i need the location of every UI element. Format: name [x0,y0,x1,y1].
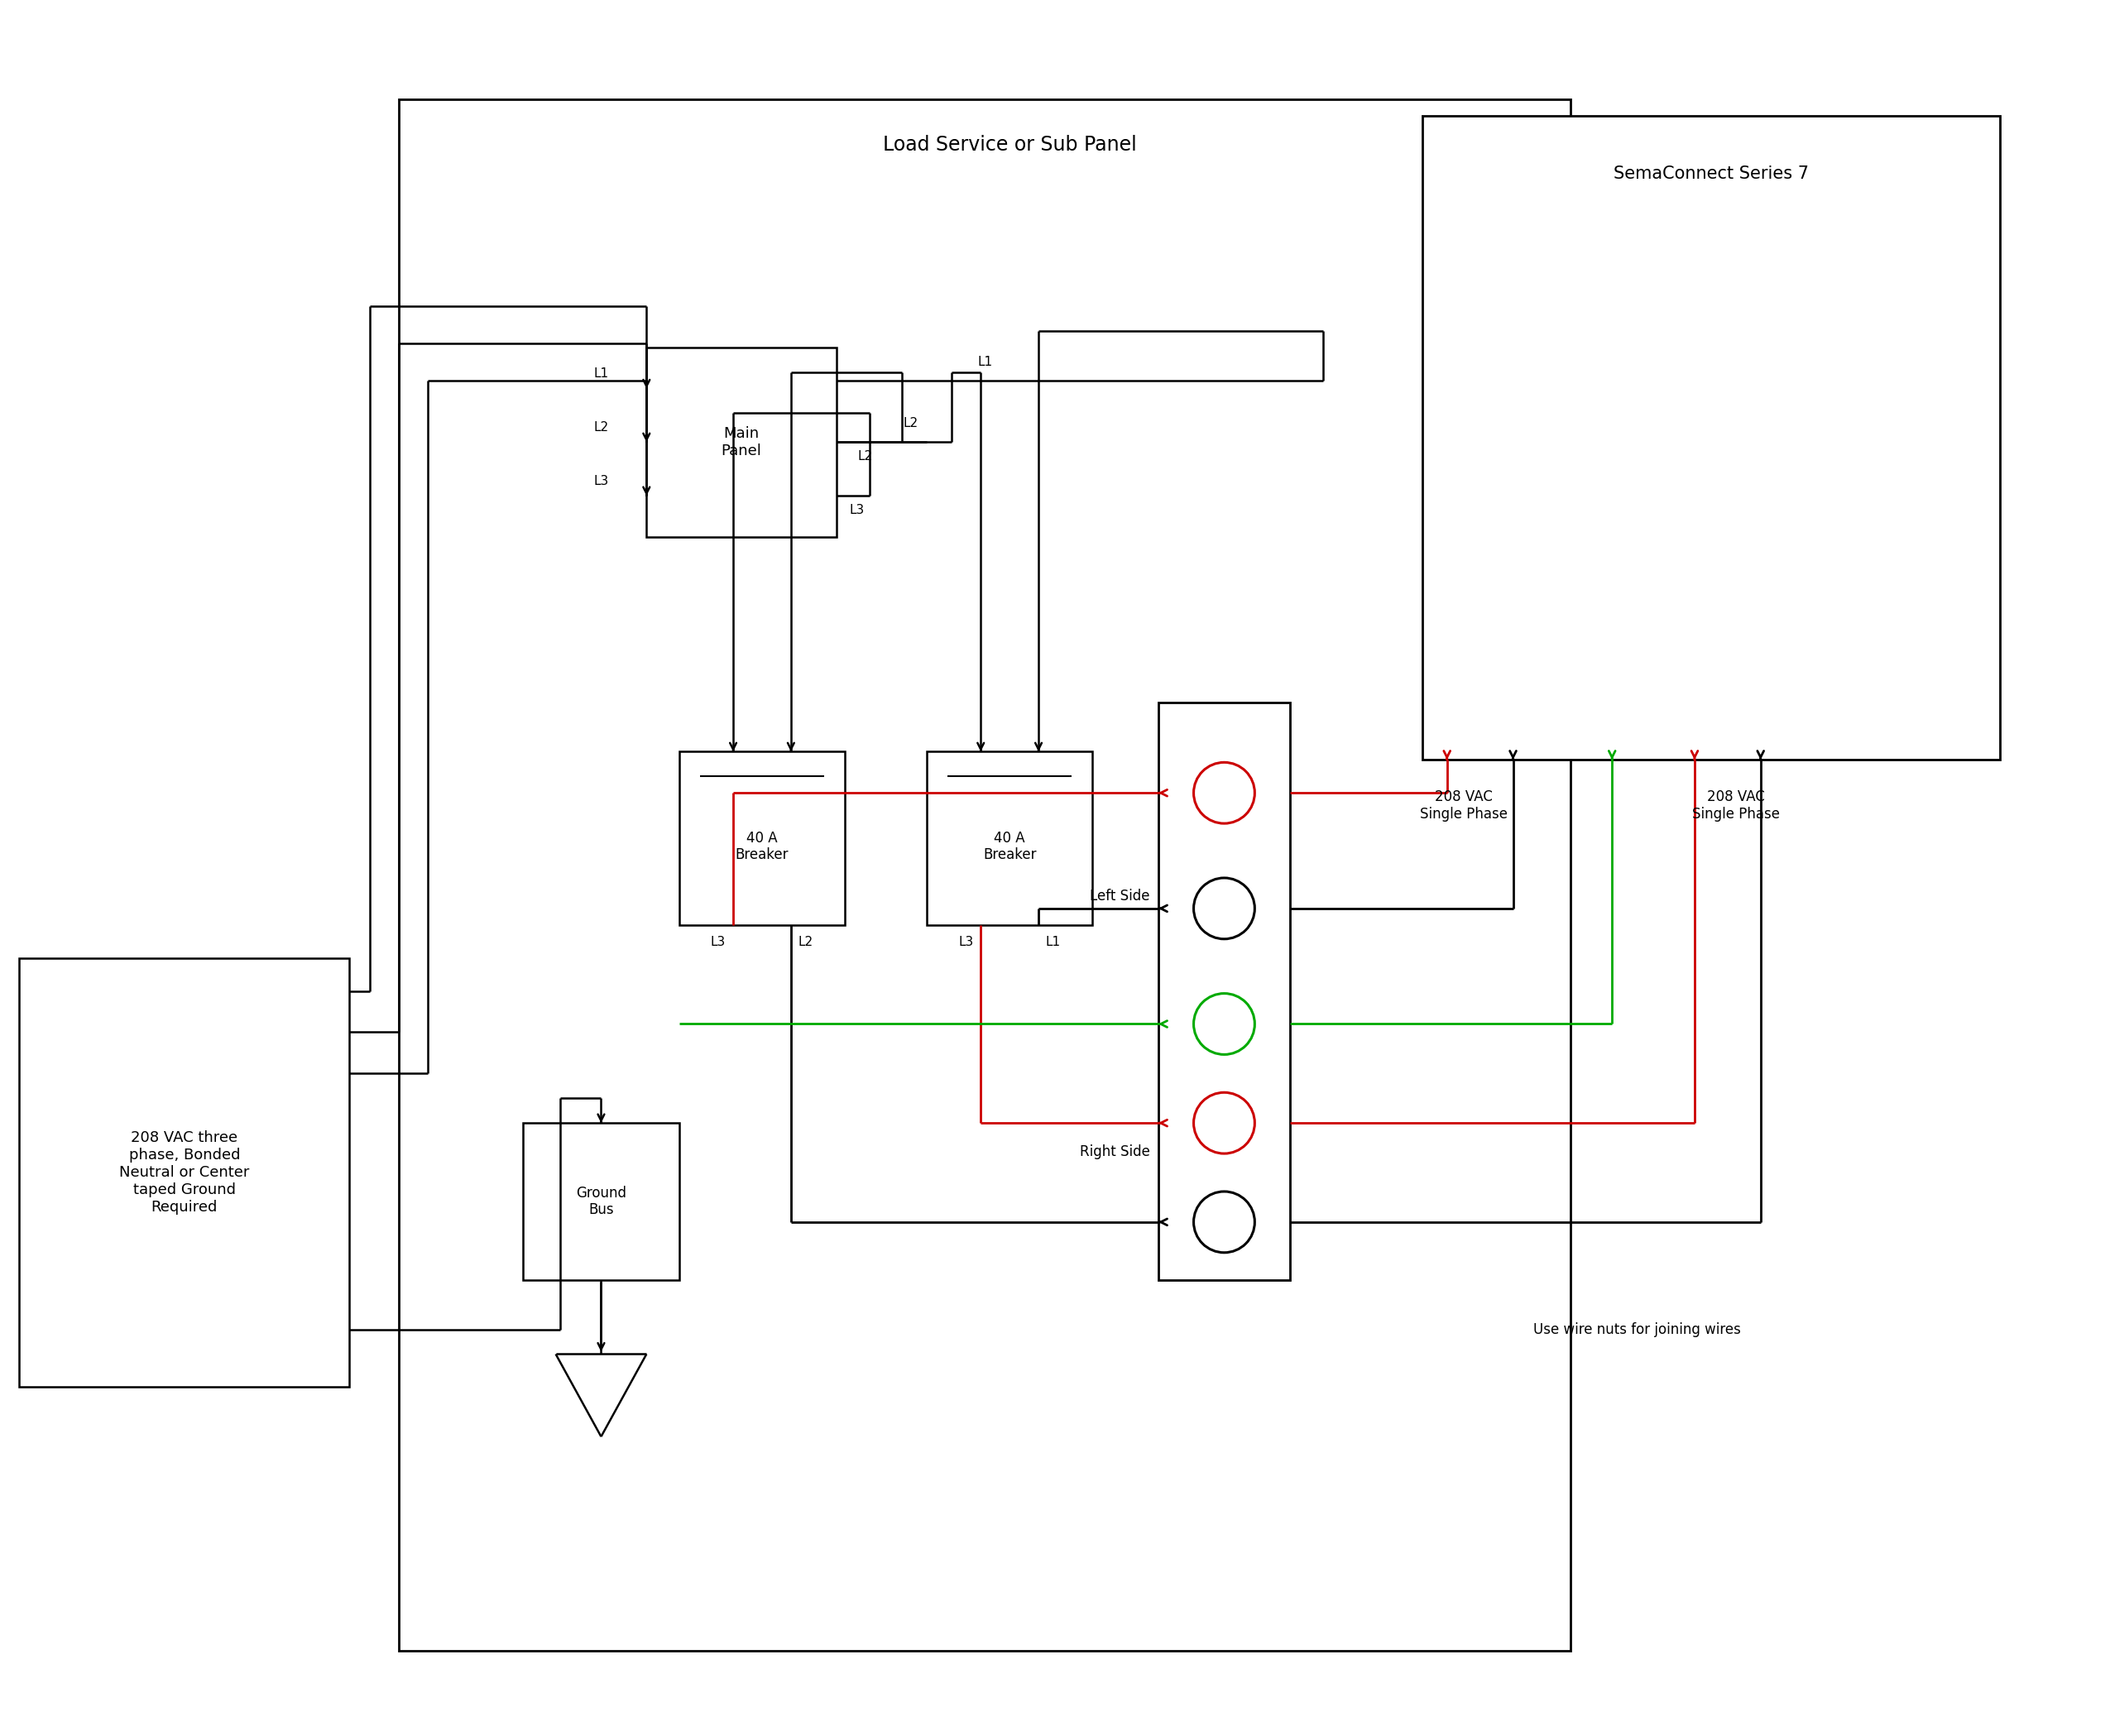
Text: L1: L1 [1047,936,1061,948]
Text: L1: L1 [977,356,992,368]
Text: Ground
Bus: Ground Bus [576,1186,627,1217]
Text: L2: L2 [798,936,812,948]
Text: Use wire nuts for joining wires: Use wire nuts for joining wires [1534,1321,1741,1337]
Text: L3: L3 [850,503,865,516]
FancyBboxPatch shape [679,752,844,925]
Text: 208 VAC three
phase, Bonded
Neutral or Center
taped Ground
Required: 208 VAC three phase, Bonded Neutral or C… [120,1130,249,1215]
Text: L1: L1 [593,368,608,380]
Text: Left Side: Left Side [1091,889,1150,903]
Text: Main
Panel: Main Panel [722,425,762,458]
Text: L3: L3 [711,936,726,948]
Text: L2: L2 [593,422,608,434]
Text: L3: L3 [958,936,973,948]
Text: L3: L3 [593,474,608,488]
Text: 40 A
Breaker: 40 A Breaker [736,830,789,863]
FancyBboxPatch shape [19,958,350,1387]
Text: L2: L2 [903,417,918,431]
Text: Right Side: Right Side [1080,1144,1150,1160]
FancyBboxPatch shape [1422,116,2000,760]
FancyBboxPatch shape [1158,701,1289,1279]
FancyBboxPatch shape [646,347,836,536]
FancyBboxPatch shape [926,752,1093,925]
Text: Load Service or Sub Panel: Load Service or Sub Panel [882,135,1137,155]
Text: 208 VAC
Single Phase: 208 VAC Single Phase [1420,790,1507,821]
Text: L2: L2 [857,450,874,464]
FancyBboxPatch shape [523,1123,679,1279]
Text: 208 VAC
Single Phase: 208 VAC Single Phase [1692,790,1779,821]
Text: 40 A
Breaker: 40 A Breaker [983,830,1036,863]
Text: SemaConnect Series 7: SemaConnect Series 7 [1614,165,1808,182]
FancyBboxPatch shape [399,99,1570,1651]
